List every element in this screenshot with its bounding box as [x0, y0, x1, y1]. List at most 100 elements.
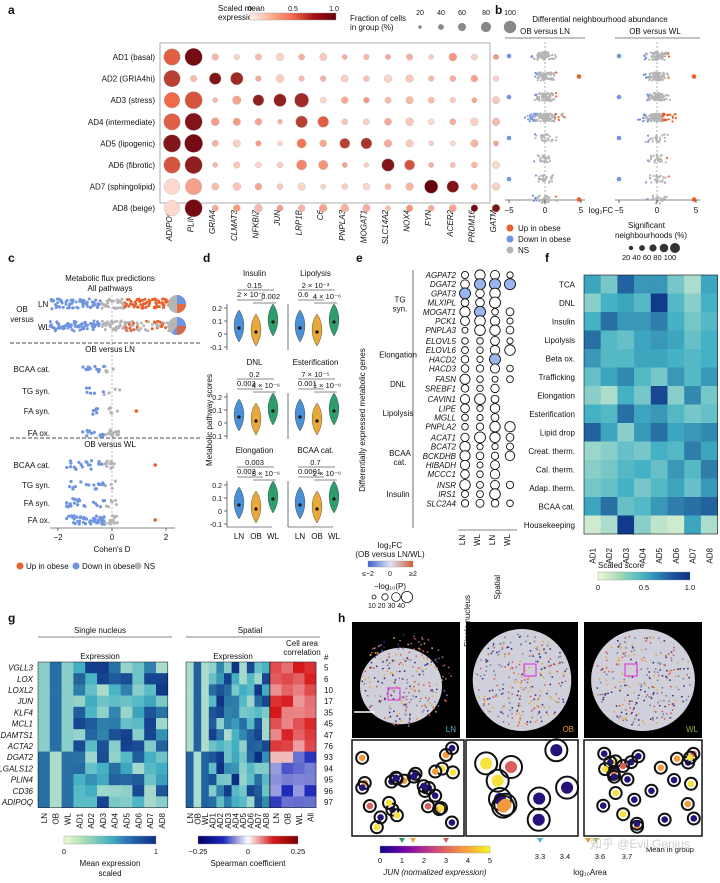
heatmap-cell	[667, 349, 685, 368]
expr-cell	[120, 796, 133, 808]
expr-cell	[132, 662, 145, 674]
cell-dot	[685, 699, 688, 702]
cell-dot	[372, 648, 374, 650]
violin-median	[298, 503, 302, 507]
gene-dot	[476, 337, 484, 345]
expr-colorbar	[63, 835, 157, 845]
cell-dot	[379, 695, 382, 698]
cell-dot	[421, 654, 423, 656]
expr-cell	[262, 718, 270, 730]
section-label: OB versus LN	[85, 345, 135, 354]
cell-dot	[653, 670, 656, 673]
cell-dot	[624, 709, 627, 711]
expr-cell	[38, 740, 51, 752]
watermark: 知乎 @Evil Genius	[590, 837, 690, 851]
neighbourhood-dot	[538, 76, 541, 79]
neighbourhood-dot	[543, 52, 546, 55]
y-tick-label: 0.2	[212, 483, 222, 490]
flux-dot	[142, 324, 146, 328]
cell-dot	[611, 670, 614, 673]
cell-outline	[382, 795, 397, 810]
neighbourhood-dot	[661, 115, 664, 118]
cell-dot	[508, 676, 510, 679]
expr-cell	[193, 796, 202, 808]
cell-dot	[531, 716, 534, 719]
expr-cell	[231, 762, 240, 775]
neighbourhood-dot	[551, 180, 554, 183]
gene-dot	[459, 450, 471, 462]
legend-tick: 1.0	[685, 583, 695, 592]
flux-dot	[89, 305, 93, 309]
flux-dot	[100, 462, 104, 466]
expr-cell	[239, 662, 248, 674]
heatmap-cell	[584, 312, 601, 331]
legend-dot	[506, 224, 514, 232]
expr-cell	[38, 706, 51, 719]
cell-outline	[406, 769, 421, 784]
cell-dot	[398, 712, 401, 715]
expr-cell	[201, 796, 210, 808]
expr-cell	[246, 762, 255, 775]
cell-dot	[418, 690, 421, 693]
cell-dot	[520, 675, 523, 678]
expr-cell	[132, 718, 145, 730]
y-tick-label: 0	[218, 509, 222, 516]
cell-dot	[625, 684, 628, 687]
expr-cell	[144, 796, 157, 808]
cell-dot	[539, 716, 542, 719]
cell-dot	[477, 688, 480, 691]
cell-fill	[420, 782, 427, 790]
neighbourhood-dot	[534, 136, 537, 140]
cell-dot	[446, 694, 448, 697]
flux-dot	[127, 304, 131, 308]
neighbourhood-dot	[539, 120, 542, 123]
expr-cell	[246, 695, 255, 708]
cell-dot	[371, 651, 373, 654]
expr-cell	[216, 785, 225, 797]
pathway-label: FA syn.	[24, 499, 50, 508]
flux-dot	[106, 321, 110, 325]
cell-dot	[548, 706, 551, 708]
cell-dot	[618, 644, 621, 647]
cell-dot	[605, 651, 608, 653]
corr-cell	[304, 695, 317, 708]
neighbourhood-dot	[667, 76, 670, 79]
cell-dot	[669, 679, 671, 682]
group-mean-marker	[443, 838, 449, 843]
flux-dot	[96, 482, 101, 486]
cell-dot	[381, 667, 384, 670]
expr-cell	[216, 751, 225, 764]
cell-dot	[620, 711, 623, 714]
violin	[267, 392, 279, 426]
cell-dot	[402, 647, 404, 650]
cell-dot	[682, 700, 685, 703]
neighbourhood-dot	[645, 116, 648, 120]
neighbourhood-dot	[650, 181, 653, 184]
cell-dot	[420, 643, 423, 646]
expr-cell	[239, 785, 248, 797]
flux-dot	[162, 306, 166, 310]
expr-cell	[254, 718, 263, 730]
cell-dot	[681, 658, 684, 661]
cell-dot	[539, 689, 542, 692]
expression-dot	[406, 204, 414, 212]
cell-dot	[383, 641, 386, 643]
flux-dot	[89, 431, 94, 435]
flux-dot	[81, 365, 85, 369]
neighbourhood-dot	[645, 56, 648, 60]
col-label: LN	[40, 813, 49, 823]
cell-dot	[421, 638, 424, 641]
flux-dot	[105, 464, 109, 468]
heatmap-cell	[700, 367, 718, 387]
cell-dot	[417, 689, 420, 691]
gene-dot	[460, 469, 470, 479]
flux-dot	[89, 467, 93, 471]
header-label: Spatial	[238, 626, 263, 635]
expr-cell	[73, 718, 86, 730]
gene-dot	[489, 469, 501, 480]
neighbourhood-dot	[531, 116, 534, 120]
expression-dot	[405, 117, 414, 126]
flux-dot	[84, 517, 88, 521]
col-label: AD7	[254, 812, 263, 828]
expression-dot	[492, 96, 500, 105]
